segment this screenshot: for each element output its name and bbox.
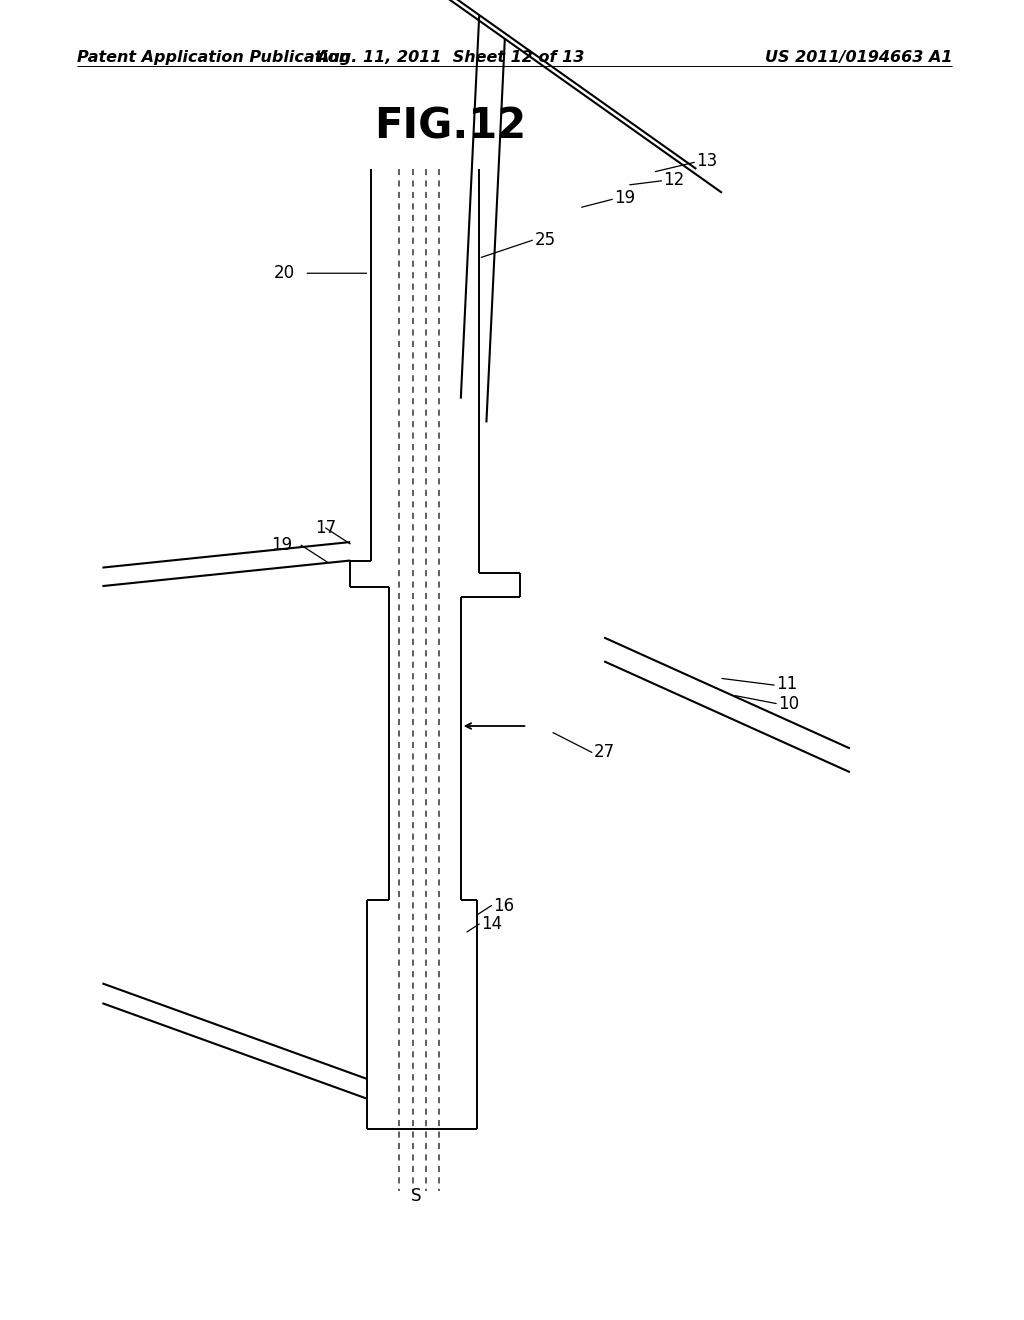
Text: Patent Application Publication: Patent Application Publication	[77, 50, 350, 65]
Text: Aug. 11, 2011  Sheet 12 of 13: Aug. 11, 2011 Sheet 12 of 13	[316, 50, 585, 65]
Text: 16: 16	[494, 896, 515, 915]
Text: US 2011/0194663 A1: US 2011/0194663 A1	[765, 50, 952, 65]
Text: S: S	[411, 1187, 421, 1205]
Text: 27: 27	[594, 743, 615, 762]
Text: 13: 13	[696, 152, 718, 170]
Text: 25: 25	[535, 231, 556, 249]
Text: 14: 14	[481, 915, 503, 933]
Text: 19: 19	[271, 536, 293, 554]
Text: 11: 11	[776, 675, 798, 693]
Text: FIG.12: FIG.12	[375, 106, 526, 148]
Text: 17: 17	[315, 519, 337, 537]
Text: 19: 19	[614, 189, 636, 207]
Text: 10: 10	[778, 694, 800, 713]
Text: 20: 20	[273, 264, 295, 282]
Text: 12: 12	[664, 170, 685, 189]
